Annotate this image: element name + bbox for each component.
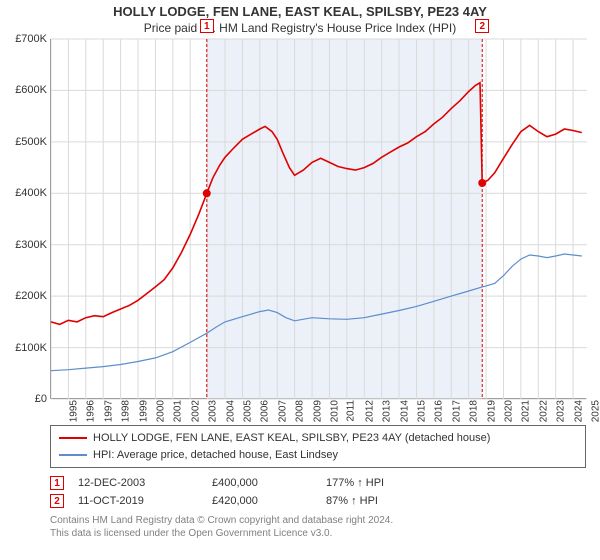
y-tick-label: £500K [15, 136, 51, 148]
x-tick-label: 2006 [260, 400, 271, 422]
legend-row: HOLLY LODGE, FEN LANE, EAST KEAL, SPILSB… [59, 430, 577, 447]
legend-label: HOLLY LODGE, FEN LANE, EAST KEAL, SPILSB… [93, 430, 490, 447]
event-price: £400,000 [212, 477, 312, 489]
x-tick-label: 2016 [434, 400, 445, 422]
x-tick-label: 2020 [503, 400, 514, 422]
chart-container: HOLLY LODGE, FEN LANE, EAST KEAL, SPILSB… [0, 0, 600, 560]
event-flag-icon: 1 [50, 476, 64, 490]
legend-row: HPI: Average price, detached house, East… [59, 447, 577, 464]
chart-title: HOLLY LODGE, FEN LANE, EAST KEAL, SPILSB… [0, 0, 600, 19]
x-tick-label: 2015 [416, 400, 427, 422]
x-tick-label: 2009 [312, 400, 323, 422]
x-tick-label: 2010 [329, 400, 340, 422]
event-date: 12-DEC-2003 [78, 477, 198, 489]
legend-swatch [59, 437, 87, 439]
x-tick-label: 2017 [451, 400, 462, 422]
y-tick-label: £300K [15, 239, 51, 251]
event-table: 1 12-DEC-2003 £400,000 177% ↑ HPI 2 11-OCT-20… [50, 474, 586, 510]
x-tick-label: 1995 [68, 400, 79, 422]
x-tick-label: 2023 [556, 400, 567, 422]
license-line-2: This data is licensed under the Open Gov… [50, 527, 586, 540]
x-tick-label: 2003 [207, 400, 218, 422]
event-row: 1 12-DEC-2003 £400,000 177% ↑ HPI [50, 474, 586, 492]
y-tick-label: £200K [15, 290, 51, 302]
x-tick-label: 2012 [364, 400, 375, 422]
y-tick-label: £0 [35, 393, 51, 405]
x-tick-label: 2011 [346, 400, 357, 422]
x-tick-label: 2008 [294, 400, 305, 422]
x-tick-label: 2021 [521, 400, 532, 422]
event-flag-2: 2 [475, 19, 489, 33]
x-tick-label: 2013 [381, 400, 392, 422]
y-tick-label: £600K [15, 84, 51, 96]
x-tick-label: 1996 [86, 400, 97, 422]
plot-area: £0£100K£200K£300K£400K£500K£600K£700K199… [50, 39, 586, 399]
license-line-1: Contains HM Land Registry data © Crown c… [50, 514, 586, 527]
x-tick-label: 1997 [103, 400, 114, 422]
x-tick-label: 2025 [590, 400, 600, 422]
x-tick-label: 2005 [242, 400, 253, 422]
x-tick-label: 2000 [155, 400, 166, 422]
event-row: 2 11-OCT-2019 £420,000 87% ↑ HPI [50, 492, 586, 510]
x-tick-label: 2001 [173, 400, 184, 422]
x-tick-label: 2004 [225, 400, 236, 422]
x-tick-label: 2014 [399, 400, 410, 422]
event-date: 11-OCT-2019 [78, 495, 198, 507]
legend-label: HPI: Average price, detached house, East… [93, 447, 338, 464]
x-tick-label: 1998 [120, 400, 131, 422]
x-tick-label: 2024 [573, 400, 584, 422]
license-text: Contains HM Land Registry data © Crown c… [50, 514, 586, 540]
event-price: £420,000 [212, 495, 312, 507]
event-flag-icon: 2 [50, 494, 64, 508]
below-chart: HOLLY LODGE, FEN LANE, EAST KEAL, SPILSB… [50, 425, 586, 540]
x-tick-label: 2019 [486, 400, 497, 422]
y-tick-label: £100K [15, 342, 51, 354]
plot-svg [51, 39, 586, 398]
y-tick-label: £400K [15, 187, 51, 199]
legend-swatch [59, 454, 87, 456]
event-pct: 87% ↑ HPI [326, 495, 378, 507]
x-tick-label: 2022 [538, 400, 549, 422]
x-tick-label: 2002 [190, 400, 201, 422]
event-flag-1: 1 [200, 19, 214, 33]
event-pct: 177% ↑ HPI [326, 477, 384, 489]
x-tick-label: 1999 [138, 400, 149, 422]
chart-subtitle: Price paid vs. HM Land Registry's House … [0, 19, 600, 39]
y-tick-label: £700K [15, 33, 51, 45]
x-tick-label: 2007 [277, 400, 288, 422]
x-tick-label: 2018 [469, 400, 480, 422]
legend: HOLLY LODGE, FEN LANE, EAST KEAL, SPILSB… [50, 425, 586, 468]
